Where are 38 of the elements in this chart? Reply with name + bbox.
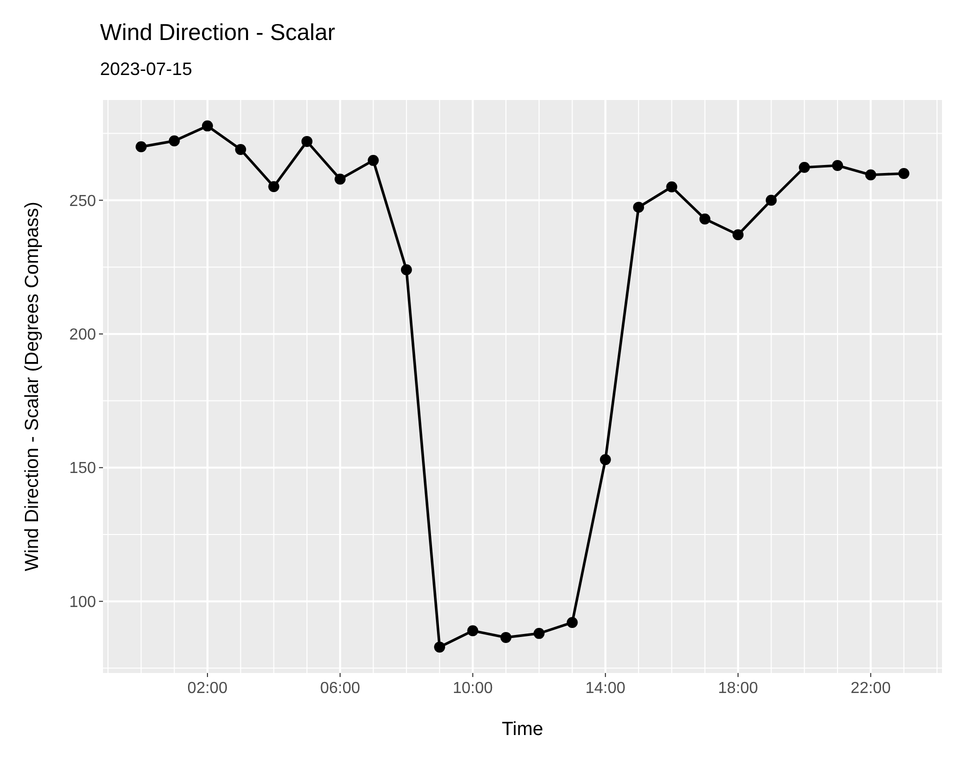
point [633, 202, 644, 213]
chart-subtitle: 2023-07-15 [100, 59, 192, 79]
point [301, 136, 312, 147]
point [832, 160, 844, 172]
y-tick-label: 150 [69, 460, 96, 478]
point [235, 144, 246, 155]
point [202, 120, 213, 132]
point [898, 168, 910, 180]
y-axis-title: Wind Direction - Scalar (Degrees Compass) [22, 202, 43, 572]
point [865, 169, 876, 180]
point [467, 625, 478, 636]
y-tick-label: 100 [69, 594, 96, 611]
point [168, 135, 180, 146]
point [268, 181, 280, 192]
point [600, 454, 611, 466]
x-tick-label: 10:00 [452, 680, 493, 697]
x-tick-label: 06:00 [320, 680, 360, 697]
point [500, 632, 512, 643]
point [534, 628, 545, 639]
point [434, 642, 446, 653]
x-tick-label: 22:00 [850, 680, 891, 697]
point [566, 616, 578, 628]
x-tick-label: 14:00 [585, 680, 626, 697]
y-tick-label: 200 [69, 326, 96, 344]
chart-title: Wind Direction - Scalar [100, 19, 336, 45]
y-tick-label: 250 [69, 192, 96, 210]
point [798, 162, 810, 173]
point [666, 181, 678, 192]
x-axis-title: Time [502, 719, 544, 740]
point [334, 174, 346, 185]
point [368, 154, 379, 166]
point [766, 194, 777, 206]
point [136, 141, 147, 152]
x-tick-label: 18:00 [718, 680, 758, 697]
point [732, 229, 744, 240]
x-tick-label: 02:00 [187, 680, 228, 697]
point [699, 213, 710, 224]
point [400, 264, 412, 276]
